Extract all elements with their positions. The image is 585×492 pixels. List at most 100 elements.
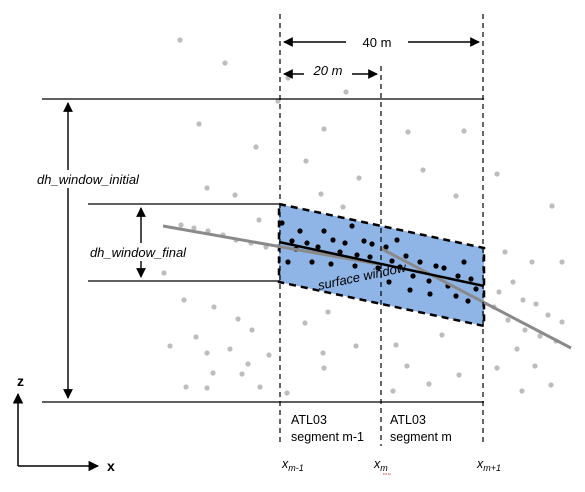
signal-photon — [361, 238, 367, 244]
background-photon — [505, 317, 511, 323]
signal-photon — [297, 228, 303, 234]
signal-photon — [367, 254, 373, 260]
signal-photon — [337, 249, 343, 255]
background-photon — [266, 352, 272, 358]
background-photon — [549, 203, 555, 209]
signal-photon — [455, 273, 461, 279]
background-photon — [494, 365, 500, 371]
background-photon — [193, 334, 199, 340]
background-photon — [256, 217, 262, 223]
signal-photon — [465, 298, 471, 304]
signal-photon — [403, 253, 409, 259]
signal-photon — [441, 265, 447, 271]
background-photon — [494, 171, 500, 177]
segment-m-1-label-line2: segment m-1 — [291, 430, 364, 444]
background-photon — [167, 343, 173, 349]
signal-photon — [279, 220, 285, 226]
background-photon — [390, 388, 396, 394]
background-photon — [321, 126, 327, 132]
background-photon — [510, 279, 516, 285]
background-photon — [245, 361, 251, 367]
background-photon — [211, 304, 217, 310]
surface-fit-segment-m — [379, 246, 572, 350]
x-m-minus-1-label: xm-1 — [281, 457, 304, 473]
background-photon — [325, 309, 331, 315]
background-photon — [183, 384, 189, 390]
background-photon — [548, 382, 554, 388]
background-photon — [222, 60, 228, 66]
signal-photon — [354, 252, 360, 258]
background-photon — [320, 350, 326, 356]
signal-photon — [407, 287, 413, 293]
background-photon — [456, 372, 462, 378]
signal-photon — [375, 265, 381, 271]
background-photon — [161, 270, 167, 276]
background-photon — [249, 327, 255, 333]
background-photon — [520, 297, 526, 303]
width-20m-label: 20 m — [313, 63, 343, 78]
signal-photon — [453, 293, 459, 299]
background-photon — [302, 320, 308, 326]
background-photon — [196, 121, 202, 127]
background-photon — [235, 316, 241, 322]
background-photon — [285, 75, 291, 81]
signal-photon — [473, 286, 479, 292]
signal-photon — [342, 240, 348, 246]
background-photon — [275, 98, 281, 104]
background-photon — [519, 388, 525, 394]
signal-photon — [417, 259, 423, 265]
signal-photon — [304, 240, 310, 246]
background-photon — [318, 191, 324, 197]
signal-photon — [386, 279, 392, 285]
signal-photon — [289, 238, 295, 244]
background-photon — [253, 144, 259, 150]
signal-photon — [461, 259, 467, 265]
background-photon — [393, 342, 399, 348]
signal-photon — [433, 263, 439, 269]
dh-window-final-label: dh_window_final — [90, 245, 187, 260]
background-photon — [529, 259, 535, 265]
background-photon — [321, 365, 327, 371]
surface-fit-segment-m-1 — [162, 224, 379, 266]
background-photon — [522, 327, 528, 333]
background-photon — [284, 390, 290, 396]
background-photon — [204, 385, 210, 391]
signal-photon — [352, 263, 358, 269]
background-photon — [405, 129, 411, 135]
background-photon — [191, 225, 197, 231]
background-photon — [532, 363, 538, 369]
x-m-plus-1-label: xm+1 — [476, 457, 501, 473]
background-photon — [514, 346, 520, 352]
background-photon — [232, 192, 238, 198]
signal-photon — [426, 278, 432, 284]
background-photon — [545, 312, 551, 318]
background-photon — [204, 350, 210, 356]
background-photon — [496, 289, 502, 295]
background-photon — [356, 175, 362, 181]
background-photon — [353, 343, 359, 349]
signal-photon — [427, 291, 433, 297]
background-photon — [210, 370, 216, 376]
segment-m-1-label-line1: ATL03 — [291, 413, 327, 427]
background-photon — [426, 381, 432, 387]
signal-photon — [410, 273, 416, 279]
x-m-label: xm — [373, 457, 388, 473]
background-photon — [537, 333, 543, 339]
background-photon — [559, 319, 565, 325]
background-photons — [161, 37, 565, 396]
background-photon — [404, 363, 410, 369]
background-photon — [204, 185, 210, 191]
background-photon — [502, 249, 508, 255]
signal-photon — [369, 241, 375, 247]
signal-photon — [389, 258, 395, 264]
background-photon — [227, 346, 233, 352]
signal-photon — [349, 223, 355, 229]
signal-photon — [309, 259, 315, 265]
x-axis-label: x — [107, 458, 115, 474]
signal-photon — [285, 259, 291, 265]
signal-photon — [394, 237, 400, 243]
segment-m-label-line2: segment m — [390, 430, 452, 444]
signal-photon — [321, 228, 327, 234]
background-photon — [340, 204, 346, 210]
